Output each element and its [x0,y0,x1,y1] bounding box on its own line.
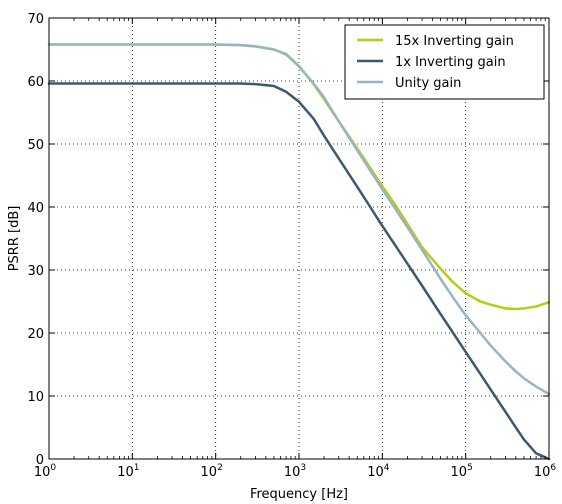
y-tick-label: 70 [27,12,44,27]
y-tick-label: 40 [27,201,44,216]
legend-label-unity-gain: Unity gain [395,76,461,91]
y-tick-label: 60 [27,75,44,90]
x-axis-label: Frequency [Hz] [250,487,348,502]
y-tick-labels: 0 10 20 30 40 50 60 70 [27,12,44,468]
y-tick-label: 10 [27,390,44,405]
y-tick-label: 30 [27,264,44,279]
y-tick-label: 50 [27,138,44,153]
x-tick-label: 100 [34,463,57,480]
x-tick-label: 106 [534,463,557,480]
legend-label-1x-inverting: 1x Inverting gain [395,55,506,70]
legend: 15x Inverting gain 1x Inverting gain Uni… [344,24,545,100]
y-axis-label: PSRR [dB] [7,206,22,272]
series-line-2 [47,43,551,396]
y-tick-label: 20 [27,327,44,342]
axis-ticks [48,17,550,460]
x-tick-label: 105 [451,463,473,480]
x-tick-label: 102 [201,463,223,480]
x-tick-label: 103 [284,463,306,480]
x-tick-label: 101 [117,463,139,480]
x-tick-label: 104 [367,463,390,480]
y-tick-label: 0 [36,453,44,468]
legend-label-15x-inverting: 15x Inverting gain [395,34,514,49]
series-line-1 [47,82,551,461]
series-lines [47,43,551,461]
x-tick-labels: 100 101 102 103 104 105 106 [34,463,557,480]
